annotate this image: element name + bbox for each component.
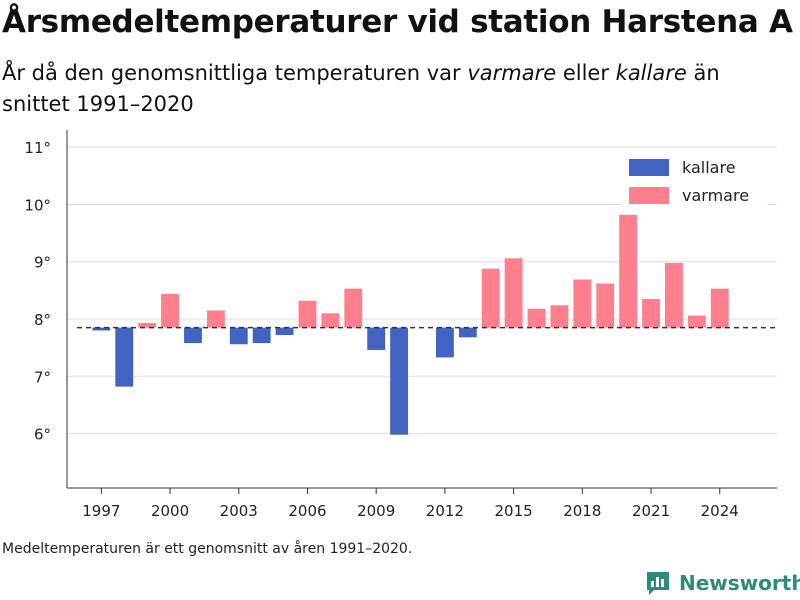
bar-1997	[92, 327, 111, 331]
bar-2001	[184, 327, 202, 344]
subtitle-text-1: År då den genomsnittliga temperaturen va…	[2, 61, 468, 85]
x-tick-label: 2024	[701, 502, 739, 520]
bar-2012	[435, 327, 454, 358]
footnote: Medeltemperaturen är ett genomsnitt av å…	[2, 541, 413, 557]
bar-2016	[527, 308, 546, 328]
chart-title: Årsmedeltemperaturer vid station Harsten…	[2, 4, 793, 40]
subtitle-text-2: eller	[556, 61, 616, 85]
x-tick-label: 2015	[495, 502, 533, 520]
bar-2021	[642, 298, 660, 328]
bar-2018	[573, 279, 592, 328]
x-tick-label: 2000	[151, 502, 189, 520]
bar-2024	[710, 288, 729, 328]
legend-label-kallare: kallare	[682, 158, 736, 177]
bar-2007	[321, 313, 340, 328]
bar-2006	[298, 300, 317, 328]
bar-2020	[619, 214, 638, 328]
chart-subtitle: År då den genomsnittliga temperaturen va…	[2, 58, 792, 120]
brand-name: Newsworthy	[679, 571, 800, 595]
x-tick-label: 2012	[426, 502, 464, 520]
bar-2017	[550, 305, 569, 328]
bar-2002	[206, 310, 225, 328]
subtitle-emphasis-colder: kallare	[615, 61, 687, 85]
legend-label-varmare: varmare	[682, 186, 749, 205]
bar-chart: 6° 7° 8° 9° 10° 11° 1997 2000 2003 2006 2009 2012 20…	[24, 130, 777, 520]
bar-2008	[344, 288, 363, 328]
bar-1999	[138, 323, 157, 328]
subtitle-text-3: än snittet 1991–2020	[2, 61, 720, 116]
bar-1998	[115, 327, 134, 387]
x-tick-label: 2021	[632, 502, 670, 520]
bar-2022	[665, 262, 683, 328]
legend-swatch-kallare	[629, 159, 669, 176]
logo-bar-3	[661, 579, 664, 587]
logo-bar-1	[651, 581, 654, 587]
newsworthy-logo: Newsworthy	[645, 568, 800, 598]
bar-2004	[252, 327, 271, 344]
bar-2015	[504, 258, 523, 328]
bar-chart-logo-icon	[647, 572, 669, 595]
y-tick-label: 8°	[34, 311, 51, 329]
bar-2019	[596, 283, 615, 328]
bar-2010	[390, 327, 409, 435]
bar-2009	[367, 327, 386, 350]
y-tick-label: 10°	[24, 196, 51, 214]
x-tick-label: 2003	[220, 502, 258, 520]
bar-2000	[161, 293, 179, 328]
y-tick-label: 9°	[34, 254, 51, 272]
bar-2003	[229, 327, 248, 345]
x-tick-label: 2006	[288, 502, 326, 520]
bar-2023	[687, 315, 706, 328]
x-tick-label: 2018	[563, 502, 601, 520]
y-tick-label: 11°	[24, 139, 51, 157]
legend-swatch-varmare	[629, 187, 669, 204]
bar-2005	[275, 327, 294, 336]
y-tick-label: 6°	[34, 426, 51, 444]
bar-2014	[481, 268, 500, 328]
logo-bar-2	[656, 577, 659, 587]
bar-2013	[458, 327, 477, 338]
subtitle-emphasis-warmer: varmare	[467, 61, 557, 85]
x-tick-label: 2009	[357, 502, 395, 520]
x-tick-label: 1997	[82, 502, 120, 520]
y-tick-label: 7°	[34, 368, 51, 386]
